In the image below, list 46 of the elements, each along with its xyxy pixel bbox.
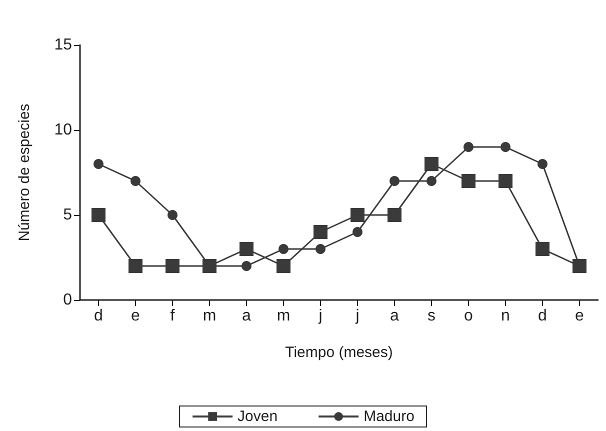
x-axis-title: Tiempo (meses) <box>285 344 393 361</box>
point <box>426 176 436 186</box>
point <box>464 142 474 152</box>
x-tick-label: d <box>94 308 103 324</box>
x-tick-label: e <box>131 308 140 324</box>
point <box>94 159 104 169</box>
point <box>92 208 106 222</box>
point <box>390 176 400 186</box>
point <box>168 210 178 220</box>
point <box>424 157 438 171</box>
point <box>352 227 362 237</box>
point <box>388 208 402 222</box>
legend-label: Maduro <box>364 408 414 425</box>
point <box>314 225 328 239</box>
x-tick-label: m <box>276 308 290 324</box>
legend-label: Joven <box>238 408 278 425</box>
point <box>316 244 326 254</box>
x-tick-label: j <box>318 308 322 324</box>
point <box>500 142 510 152</box>
point <box>130 176 140 186</box>
point <box>276 259 290 273</box>
point <box>536 242 550 256</box>
x-tick-label: d <box>538 308 547 324</box>
x-tick-label: e <box>575 308 584 324</box>
y-tick-label: 10 <box>54 122 72 138</box>
point <box>242 261 252 271</box>
point <box>128 259 142 273</box>
point <box>240 242 254 256</box>
point <box>278 244 288 254</box>
point <box>498 174 512 188</box>
x-tick-label: m <box>202 308 216 324</box>
y-tick-label: 0 <box>63 292 72 308</box>
y-tick-label: 15 <box>54 36 72 54</box>
point <box>462 174 476 188</box>
point <box>538 159 548 169</box>
point <box>350 208 364 222</box>
x-tick-label: o <box>464 308 474 324</box>
x-tick-label: a <box>242 308 252 324</box>
x-tick-label: j <box>354 308 360 324</box>
x-tick-label: s <box>428 308 436 324</box>
y-tick-label: 5 <box>63 206 72 224</box>
y-axis-title: Número de especies <box>16 104 33 242</box>
point <box>166 259 180 273</box>
x-tick-label: n <box>501 308 510 324</box>
x-tick-label: a <box>390 308 400 324</box>
x-tick-label: f <box>170 308 176 324</box>
